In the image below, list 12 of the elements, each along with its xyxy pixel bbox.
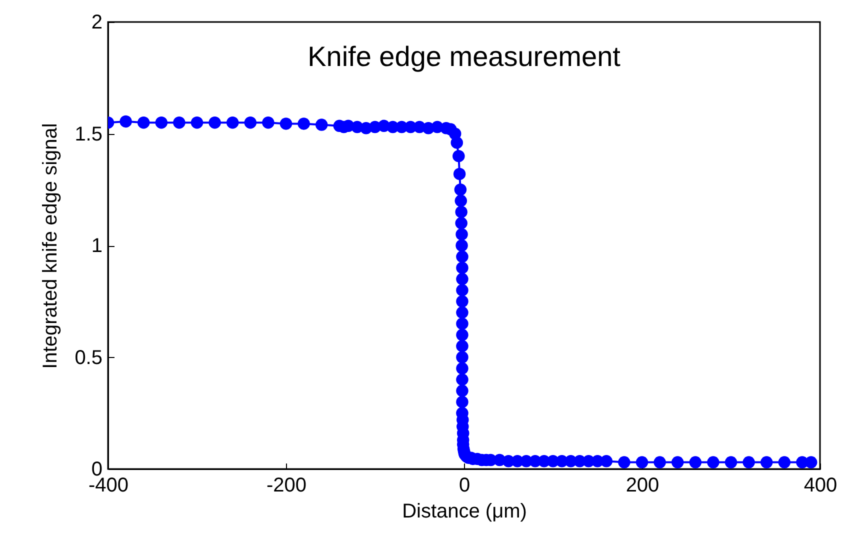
x-tick-label: 0 [458, 474, 470, 496]
x-tick-label: -200 [266, 474, 307, 496]
y-tick-label: 1 [91, 235, 102, 257]
x-tick-label: 400 [804, 474, 838, 496]
text: Knife edge measurement [308, 41, 621, 72]
x-axis-title: Distance (μm) [402, 500, 527, 522]
y-tick-label: 1.5 [74, 123, 102, 146]
y-tick-label: 0.5 [74, 346, 102, 369]
y-tick-label: 2 [91, 12, 102, 34]
y-axis-title: Integrated knife edge signal [40, 123, 62, 369]
x-tick-label: 200 [626, 474, 660, 496]
x-tick-label: -400 [88, 474, 129, 496]
